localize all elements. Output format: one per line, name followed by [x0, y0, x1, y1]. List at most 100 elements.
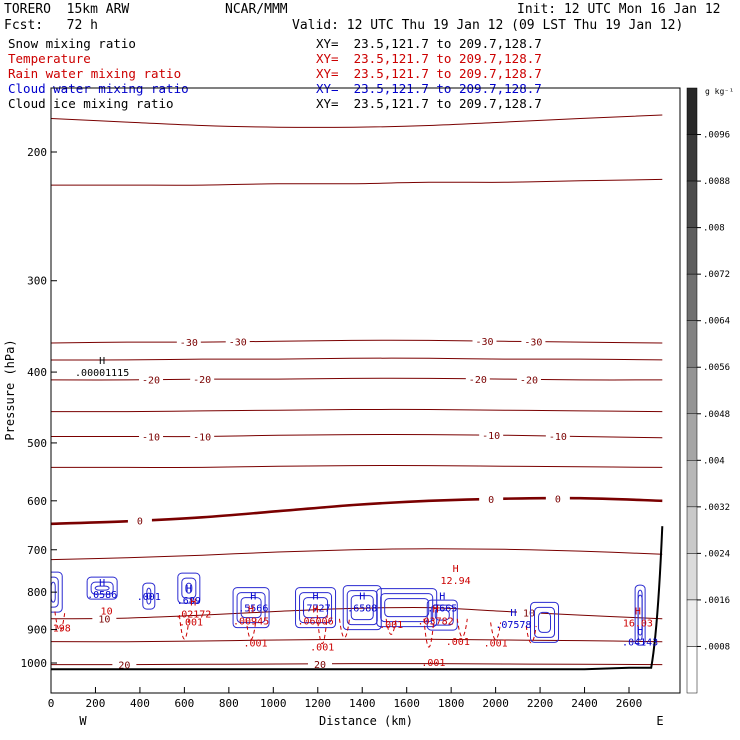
- contour-label-3-1: -30: [229, 338, 247, 349]
- x-axis-label: Distance (km): [319, 714, 413, 728]
- rain-label-3: .001: [310, 643, 334, 654]
- contour-label-9-2: 0: [555, 494, 561, 505]
- cloud-water-contour-3-1: [181, 577, 197, 599]
- temperature-contour-12: [51, 638, 663, 643]
- contour-label-bg: [176, 336, 201, 348]
- rain-contour-9: [525, 625, 537, 644]
- maximum-marker-6: H: [359, 592, 365, 603]
- x-end-left: W: [79, 714, 87, 728]
- cloud-water-contour-7-2: [384, 598, 430, 618]
- cloud-water-contour-2-0: [142, 582, 156, 610]
- maximum-marker-12: H: [433, 605, 439, 616]
- y-tick-label-6: 800: [27, 586, 47, 599]
- maximum-marker-4: H: [250, 592, 256, 603]
- colorbar-label-8: .0032: [703, 503, 730, 513]
- contour-label-0-0: -60: [269, 77, 287, 88]
- contour-label-7-0: -10: [142, 433, 160, 444]
- contour-label-bg: [479, 493, 504, 505]
- maximum-value-6: .6588: [347, 604, 377, 615]
- legend-xy-rain: XY= 23.5,121.7 to 209.7,128.7: [316, 66, 542, 81]
- y-tick-label-8: 1000: [21, 657, 48, 670]
- y-tick-label-5: 700: [27, 544, 47, 557]
- plot-area: -60 -60 -60 -30 -30 -30 -30 -20 -20 -20 -20 -10 -10 -…: [47, 56, 664, 672]
- colorbar-cell-3: [686, 227, 698, 275]
- contour-label-bg: [225, 335, 250, 347]
- maximum-marker-7: H: [439, 592, 445, 603]
- cloud-water-contour-1-2: [94, 585, 110, 591]
- contour-label-bg: [127, 514, 152, 526]
- maximum-marker-10: H: [248, 605, 254, 616]
- x-tick-label-11: 2200: [527, 697, 554, 710]
- contour-label-5-1: -20: [193, 375, 211, 386]
- contour-label-5-2: -20: [469, 375, 487, 386]
- contour-label-bg: [545, 492, 570, 504]
- cloud-water-contour-8-0: [426, 599, 458, 631]
- contour-label-bg: [516, 606, 541, 618]
- maximum-value-13: .07578: [495, 620, 531, 631]
- x-tick-label-4: 800: [219, 697, 239, 710]
- contour-label-13-0: 20: [118, 661, 130, 672]
- cloud-water-contour-4-0: [232, 587, 270, 629]
- maximum-value-10: .00945: [233, 617, 269, 628]
- cloud-water-contour-6-2: [350, 595, 374, 621]
- colorbar-label-0: .0096: [703, 131, 730, 141]
- x-tick-label-1: 200: [86, 697, 106, 710]
- colorbar-cell-12: [686, 646, 698, 694]
- cloud-water-contour-7-1: [380, 593, 434, 623]
- cloud-water-contour-9-2: [538, 611, 552, 633]
- y-axis-label: Pressure (hPa): [3, 339, 17, 440]
- maximum-marker-3: H: [186, 584, 192, 595]
- contour-label-7-2: -10: [482, 431, 500, 442]
- cloud-water-contour-3-2: [185, 582, 193, 594]
- cloud-water-contour-5-1: [299, 592, 333, 624]
- maximum-value-7: .7665: [427, 604, 457, 615]
- contour-group: -60 -60 -60 -30 -30 -30 -30 -20 -20 -20 -20 -10 -10 -…: [47, 56, 664, 672]
- cloud-water-contour-2-2: [146, 592, 152, 600]
- contour-label-11-0: 10: [98, 614, 110, 625]
- contour-label-bg: [190, 373, 215, 385]
- rain-contour-6: [423, 618, 435, 648]
- contour-label-11-1: 10: [523, 609, 535, 620]
- colorbar-label-3: .0072: [703, 270, 730, 280]
- legend-name-rain: Rain water mixing ratio: [8, 66, 182, 81]
- maximum-marker-11: H: [313, 605, 319, 616]
- cloud-water-contour-8-1: [430, 604, 454, 626]
- x-tick-label-8: 1600: [393, 697, 420, 710]
- contour-label-bg: [307, 657, 332, 669]
- temperature-contour-13: [51, 663, 663, 666]
- rain-label-1: .001: [379, 620, 403, 631]
- terrain-surface: [51, 526, 664, 671]
- contour-label-bg: [513, 68, 537, 79]
- cloud-water-contour-1-0: [86, 576, 118, 600]
- contour-label-3-2: -30: [475, 337, 493, 348]
- legend-xy-snow: XY= 23.5,121.7 to 209.7,128.7: [316, 36, 542, 51]
- x-tick-label-5: 1000: [260, 697, 287, 710]
- cloud-water-contour-10-2: [637, 594, 643, 636]
- maximum-value-8: 12.94: [441, 576, 471, 587]
- plot-frame: [50, 87, 681, 694]
- contour-label-7-3: -10: [549, 432, 567, 443]
- x-tick-label-0: 0: [48, 697, 55, 710]
- y-tick-label-4: 600: [27, 495, 47, 508]
- cloud-water-contour-7-0: [376, 588, 438, 628]
- maximum-value-5: .7727: [300, 604, 330, 615]
- rain-label-7: .198: [47, 623, 71, 634]
- cloud-water-contour-4-1: [236, 592, 266, 624]
- rain-label-0: .001: [179, 617, 203, 628]
- temperature-contour-4: [51, 357, 663, 361]
- rain-contour-2: [245, 618, 257, 640]
- init-time: Init: 12 UTC Mon 16 Jan 12: [517, 2, 721, 17]
- x-tick-label-10: 2000: [482, 697, 509, 710]
- legend-name-cloud-ice: Cloud ice mixing ratio: [8, 96, 174, 111]
- colorbar-cell-0: [686, 87, 698, 135]
- colorbar-cell-2: [686, 180, 698, 228]
- colorbar-cell-1: [686, 134, 698, 182]
- cloud-water-contour-10-0: [634, 584, 646, 646]
- contour-label-bg: [139, 430, 164, 442]
- temperature-contour-3: [51, 339, 663, 344]
- temperature-contour-0: [51, 56, 662, 85]
- colorbar-cell-4: [686, 273, 698, 321]
- contour-label-3-3: -30: [524, 338, 542, 349]
- cloud-water-contour-5-2: [303, 597, 329, 619]
- legend-name-temperature: Temperature: [8, 51, 91, 66]
